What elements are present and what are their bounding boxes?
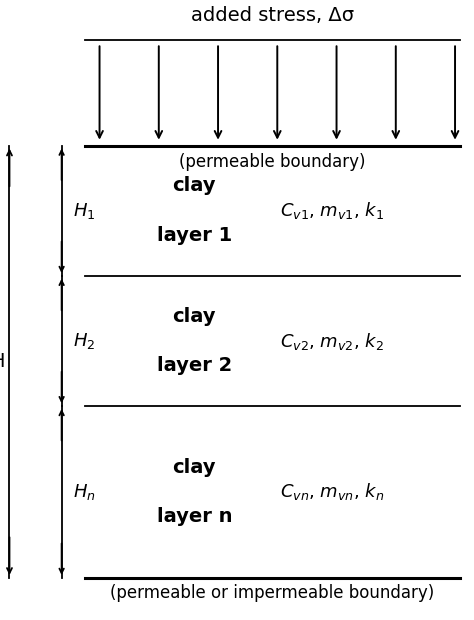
Text: (permeable or impermeable boundary): (permeable or impermeable boundary): [110, 584, 435, 602]
Text: added stress, Δσ: added stress, Δσ: [191, 6, 354, 25]
Text: clay: clay: [173, 458, 216, 477]
Text: $H_{2}$: $H_{2}$: [73, 331, 96, 351]
Text: layer n: layer n: [156, 507, 232, 526]
Text: clay: clay: [173, 177, 216, 195]
Text: $H_{1}$: $H_{1}$: [73, 201, 96, 221]
Text: $C_{v2}$, $m_{v2}$, $k_{2}$: $C_{v2}$, $m_{v2}$, $k_{2}$: [280, 330, 384, 352]
Text: H: H: [0, 352, 5, 371]
Text: $C_{vn}$, $m_{vn}$, $k_{n}$: $C_{vn}$, $m_{vn}$, $k_{n}$: [280, 482, 384, 502]
Text: $C_{v1}$, $m_{v1}$, $k_{1}$: $C_{v1}$, $m_{v1}$, $k_{1}$: [280, 200, 384, 221]
Text: (permeable boundary): (permeable boundary): [179, 153, 366, 171]
Text: layer 1: layer 1: [157, 226, 232, 245]
Text: $H_{n}$: $H_{n}$: [73, 482, 96, 502]
Text: layer 2: layer 2: [157, 356, 232, 375]
Text: clay: clay: [173, 307, 216, 326]
